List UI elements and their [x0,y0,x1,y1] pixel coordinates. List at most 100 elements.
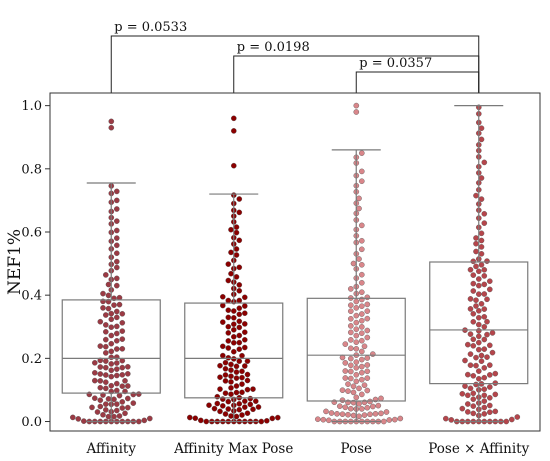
swarm-point [108,348,115,355]
swarm-point [230,321,237,328]
swarm-point [358,391,365,398]
swarm-point [114,242,120,249]
swarm-point [481,374,488,381]
p-value-label: p = 0.0198 [237,40,310,55]
swarm-point [228,385,234,391]
swarm-point [478,244,485,250]
box-3 [429,105,529,423]
swarm-point [331,399,338,406]
swarm-point [244,377,251,384]
swarm-point [70,414,76,421]
swarm-point [464,401,471,407]
swarm-point [356,413,362,420]
swarm-point [364,315,371,322]
swarm-point [116,392,123,399]
swarm-point [358,303,365,310]
swarm-point [239,381,245,387]
swarm-point [241,363,248,369]
swarm-point [119,319,126,326]
swarm-point [236,406,243,413]
swarm-point [114,197,120,204]
swarm-point [353,102,360,109]
swarm-point [219,343,226,350]
swarm-point [475,339,482,346]
swarm-point [214,393,221,400]
swarm-point [473,362,479,369]
box-0 [61,182,161,423]
swarm-point [146,415,153,422]
swarm-point [353,332,360,339]
swarm-point [233,363,240,370]
swarm-point [470,403,477,409]
swarm-point [269,415,276,422]
swarm-point [108,361,115,367]
swarm-point [225,345,232,351]
plot-frame [49,92,541,432]
swarm-point [217,374,223,381]
swarm-point [228,249,234,256]
swarm-point [225,338,232,344]
swarm-point [347,337,354,343]
swarm-point [347,355,354,362]
swarm-point [105,305,112,312]
swarm-point [486,384,493,390]
swarm-point [391,416,398,423]
swarm-point [211,405,218,412]
swarm-point [320,416,327,423]
swarm-point [108,367,115,374]
swarm-point [114,275,120,282]
swarm-point [219,293,226,300]
swarm-point [358,324,365,330]
swarm-point [475,368,482,374]
swarm-point [364,368,371,375]
swarm-point [364,375,371,381]
swarm-point [383,409,390,415]
swarm-point [361,343,368,350]
swarm-point [119,328,126,334]
swarm-point [125,370,131,377]
swarm-point [230,115,237,122]
swarm-point [364,355,371,361]
swarm-point [225,297,232,304]
swarm-point [97,397,104,404]
swarm-point [108,118,115,125]
swarm-point [356,205,362,212]
swarm-point [108,124,115,131]
swarm-point [103,407,109,413]
y-tick-label: 0.0 [21,415,42,430]
swarm-point [342,375,349,381]
swarm-point [464,409,471,415]
swarm-point [230,308,237,314]
swarm-point [92,377,98,384]
swarm-point [323,408,329,415]
swarm-point [230,326,237,333]
swarm-point [339,387,346,394]
swarm-point [481,386,488,393]
swarm-point [478,261,485,268]
swarm-point [484,331,490,338]
swarm-point [230,348,237,355]
swarm-point [358,237,365,244]
swarm-point [105,292,112,299]
swarm-point [228,413,234,419]
swarm-point [484,354,490,360]
box-plots [61,105,529,423]
swarm-point [470,372,477,379]
swarm-point [347,362,354,369]
swarm-point [192,415,199,422]
swarm-point [347,329,354,336]
swarm-point [345,411,351,418]
swarm-point [486,409,493,416]
swarm-point [467,266,474,273]
swarm-point [467,362,474,369]
swarm-point [514,414,521,420]
swarm-point [103,272,109,278]
swarm-point [475,268,482,275]
swarm-point [225,398,232,405]
p-value-label: p = 0.0357 [359,56,432,71]
swarm-point [475,321,482,328]
swarm-point [228,391,234,398]
swarm-point [356,400,362,407]
swarm-point [503,418,510,425]
swarm-point [350,389,357,396]
